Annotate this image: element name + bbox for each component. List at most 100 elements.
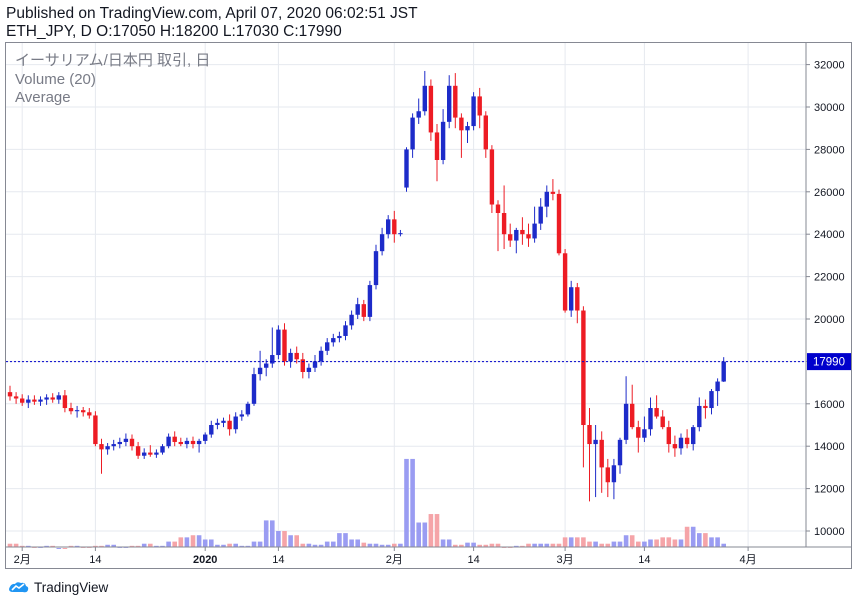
candle xyxy=(68,402,74,415)
candle-body xyxy=(386,219,391,235)
volume-bar xyxy=(251,541,257,547)
y-tick-label: 24000 xyxy=(814,229,845,241)
candle xyxy=(288,348,293,368)
x-tick-label: 4月 xyxy=(740,554,757,566)
candle-body xyxy=(410,117,415,150)
candle-body xyxy=(416,111,421,118)
candle-body xyxy=(532,223,537,239)
volume-bar xyxy=(422,522,428,547)
candle-body xyxy=(587,425,592,445)
candle xyxy=(166,433,171,449)
candle-body xyxy=(684,437,690,445)
candle-body xyxy=(233,416,238,430)
candle xyxy=(276,325,281,360)
volume-bar xyxy=(520,545,525,547)
candle-body xyxy=(7,392,13,397)
candle-body xyxy=(166,436,171,447)
volume-bar xyxy=(93,545,98,547)
tradingview-brand[interactable]: TradingView xyxy=(8,577,108,597)
volume-bar xyxy=(623,535,629,547)
candle xyxy=(306,363,312,379)
candle xyxy=(62,390,68,413)
candle-body xyxy=(666,427,671,445)
candle-body xyxy=(373,251,379,286)
published-info: Published on TradingView.com, April 07, … xyxy=(6,5,418,22)
candle xyxy=(416,98,421,124)
candle-body xyxy=(593,439,598,445)
candle xyxy=(7,385,13,401)
candle-body xyxy=(178,441,183,445)
candle-body xyxy=(129,438,135,447)
volume-bar xyxy=(26,545,31,547)
candle xyxy=(611,458,617,500)
brand-name: TradingView xyxy=(34,579,109,595)
candle-body xyxy=(721,361,726,382)
volume-bar xyxy=(471,542,476,547)
candle-body xyxy=(392,219,397,235)
candle-body xyxy=(160,446,165,453)
candle-body xyxy=(465,126,470,131)
volume-bar xyxy=(404,458,409,547)
volume-bar xyxy=(617,541,623,547)
candle xyxy=(123,433,129,447)
candle-body xyxy=(13,396,19,399)
volume-bar xyxy=(62,547,68,549)
volume-bar xyxy=(227,543,232,547)
volume-bar xyxy=(13,543,19,547)
candle-body xyxy=(428,85,434,133)
candle xyxy=(50,393,55,403)
ohlc-readout: ETH_JPY, D O:17050 H:18200 L:17030 C:179… xyxy=(6,23,342,40)
volume-bar xyxy=(629,535,635,547)
candle-body xyxy=(508,234,513,241)
volume-bar xyxy=(331,541,336,547)
volume-bar xyxy=(184,537,190,547)
volume-bar xyxy=(562,537,568,547)
candle-body xyxy=(447,85,452,122)
candle xyxy=(477,87,482,129)
volume-bar xyxy=(611,541,617,547)
candle xyxy=(630,384,635,430)
volume-bar xyxy=(349,539,354,547)
volume-bar xyxy=(7,543,13,547)
candle-body xyxy=(306,367,312,372)
price-axis: 1000012000140001600018000200002200024000… xyxy=(806,60,845,538)
candle xyxy=(703,399,708,419)
candle xyxy=(343,321,348,341)
candle-body xyxy=(398,233,403,235)
candle xyxy=(392,210,397,243)
candle xyxy=(550,179,556,201)
candle-body xyxy=(617,439,623,466)
candle-body xyxy=(715,381,720,392)
candle-body xyxy=(672,444,678,449)
candle xyxy=(471,92,476,131)
candle-body xyxy=(148,452,153,455)
last-price-value: 17990 xyxy=(813,357,845,369)
volume-bar xyxy=(209,539,214,547)
candle xyxy=(160,444,165,455)
volume-legend: Volume (20) xyxy=(15,71,96,88)
volume-bar xyxy=(581,537,586,547)
volume-bar xyxy=(392,543,397,547)
last-price-label: 17990 xyxy=(807,353,851,371)
volume-bar xyxy=(593,541,598,547)
y-tick-label: 10000 xyxy=(814,526,845,538)
candle xyxy=(648,397,653,436)
candle-body xyxy=(642,429,647,438)
candle-body xyxy=(215,422,220,425)
candle-body xyxy=(562,253,568,311)
candle xyxy=(532,206,537,243)
candle-body xyxy=(276,329,281,356)
candle xyxy=(325,338,330,356)
candle-body xyxy=(459,117,464,131)
y-tick-label: 32000 xyxy=(814,60,845,72)
volume-bar xyxy=(703,533,708,547)
candle-body xyxy=(26,399,31,403)
candle-body xyxy=(599,439,604,468)
candle xyxy=(404,147,409,192)
average-legend: Average xyxy=(15,89,71,106)
candle-body xyxy=(471,96,476,127)
candle-body xyxy=(172,436,177,442)
candle xyxy=(178,437,183,447)
volume-bar xyxy=(68,545,74,547)
